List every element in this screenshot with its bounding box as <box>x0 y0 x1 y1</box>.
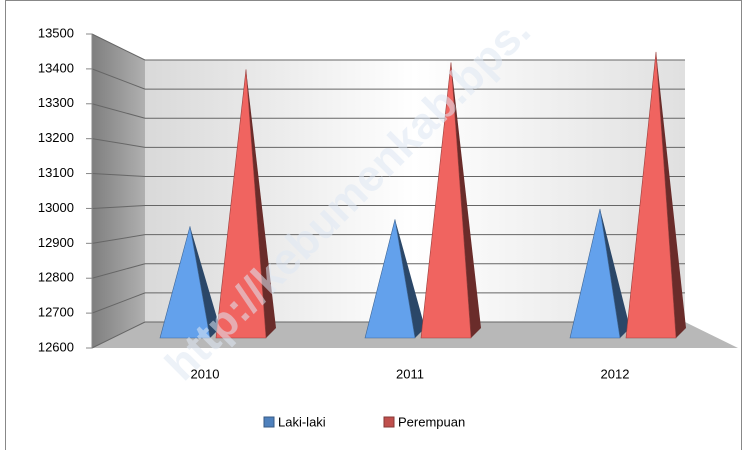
legend-label: Laki-laki <box>278 414 326 429</box>
pyramid-front <box>569 208 621 339</box>
pyramid <box>364 219 425 339</box>
pyramid <box>420 62 481 339</box>
y-tick-label: 12700 <box>38 305 74 320</box>
grid-line <box>91 205 146 209</box>
pyramid-side <box>395 219 425 338</box>
pyramid-front <box>215 69 267 339</box>
y-tick-label: 13500 <box>38 25 74 40</box>
y-tick-label: 13300 <box>38 95 74 110</box>
pyramid-side <box>246 69 276 338</box>
grid-line <box>91 321 146 349</box>
y-tick-label: 12800 <box>38 270 74 285</box>
x-tick-label: 2012 <box>601 366 630 381</box>
y-tick-label: 12900 <box>38 235 74 250</box>
y-tick-label: 13400 <box>38 60 74 75</box>
pyramid-front <box>420 62 472 339</box>
y-tick-label: 13100 <box>38 165 74 180</box>
grid-line <box>91 292 146 314</box>
pyramid-front <box>625 51 677 339</box>
pyramid-side <box>600 208 630 338</box>
pyramid <box>215 69 276 339</box>
pyramid-front <box>364 219 416 339</box>
grid-line <box>91 33 146 61</box>
pyramid-side <box>656 51 686 339</box>
grid-line <box>91 68 146 90</box>
pyramid <box>569 208 630 339</box>
x-tick-label: 2010 <box>191 366 220 381</box>
side-wall <box>92 34 145 348</box>
pyramid-side <box>451 62 481 338</box>
grid-line <box>91 234 146 244</box>
legend-swatch <box>263 416 275 428</box>
y-tick-label: 13200 <box>38 130 74 145</box>
y-tick-label: 13000 <box>38 200 74 215</box>
grid-line <box>91 103 146 119</box>
y-tick-label: 12600 <box>38 339 74 354</box>
legend-swatch <box>383 416 395 428</box>
grid-line <box>91 138 146 148</box>
x-tick-label: 2011 <box>396 366 424 381</box>
grid-line <box>91 263 146 279</box>
pyramid-side <box>190 226 220 338</box>
pyramid-front <box>159 226 211 339</box>
pyramid <box>159 226 220 339</box>
grid-line <box>91 173 146 177</box>
pyramid <box>625 51 686 339</box>
legend-label: Perempuan <box>398 414 465 429</box>
